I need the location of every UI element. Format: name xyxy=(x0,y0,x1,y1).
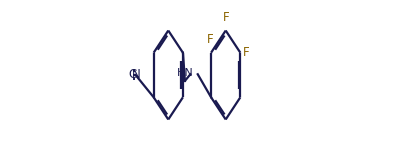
Text: F: F xyxy=(207,33,214,46)
Text: F: F xyxy=(223,11,230,24)
Text: N: N xyxy=(132,69,140,81)
Text: C: C xyxy=(128,69,137,81)
Text: HN: HN xyxy=(177,68,194,78)
Text: F: F xyxy=(243,46,250,59)
